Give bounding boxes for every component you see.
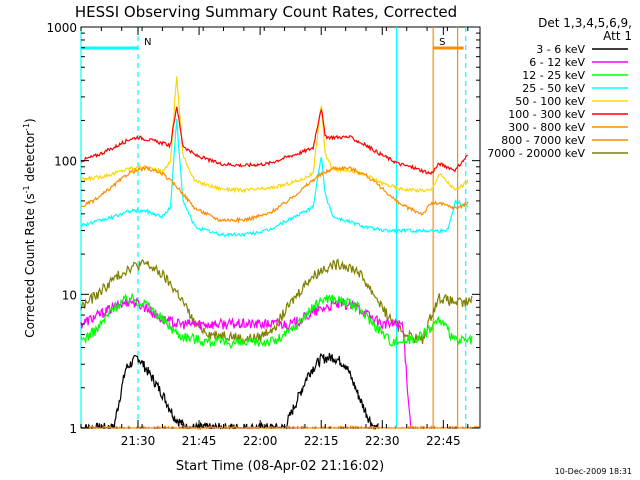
flag-label-S: S	[439, 37, 445, 48]
y-axis-label-main: Corrected Count Rate (s	[23, 193, 37, 337]
series-line-3	[80, 118, 469, 238]
legend-label-2: 12 - 25 keV	[522, 69, 585, 82]
series-line-2	[80, 293, 473, 350]
legend-header-line-2: Att 1	[603, 29, 632, 43]
x-tick-label-4: 22:30	[365, 434, 400, 448]
series-line-8	[80, 258, 473, 345]
axis-ticks: 1 10 100 1000 21:30 21:45 22:00 22:15 22:30 22:45	[46, 21, 480, 448]
y-tick-label-2: 100	[54, 155, 77, 169]
timestamp: 10-Dec-2009 18:31	[555, 467, 632, 476]
y-tick-label-3: 1000	[46, 21, 77, 35]
series-line-4	[80, 76, 469, 194]
legend-label-3: 25 - 50 keV	[522, 82, 585, 95]
x-tick-label-1: 21:45	[182, 434, 217, 448]
series-line-1	[80, 297, 412, 429]
x-tick-label-3: 22:15	[304, 434, 339, 448]
legend-label-5: 100 - 300 keV	[508, 108, 585, 121]
legend-label-7: 800 - 7000 keV	[501, 134, 585, 147]
legend-label-0: 3 - 6 keV	[536, 43, 585, 56]
series-line-5	[80, 106, 468, 176]
y-axis-label: Corrected Count Rate (s-1 detector-1)	[22, 118, 37, 337]
y-axis-label-sup2: -1	[22, 123, 31, 131]
legend-label-6: 300 - 800 keV	[508, 121, 585, 134]
plot-border	[80, 26, 481, 429]
series-layer	[80, 76, 481, 431]
y-axis-label-sup1: -1	[22, 185, 31, 193]
x-tick-label-5: 22:45	[426, 434, 461, 448]
series-line-6	[80, 165, 469, 225]
series-line-0	[80, 352, 379, 431]
x-axis-label: Start Time (08-Apr-02 21:16:02)	[176, 459, 384, 474]
y-tick-label-0: 1	[69, 422, 77, 436]
flag-label-N: N	[144, 37, 151, 48]
legend-header-line-1: Det 1,3,4,5,6,9,	[538, 16, 632, 30]
x-tick-label-2: 22:00	[243, 434, 278, 448]
y-axis-label-mid: detector	[23, 131, 37, 186]
y-axis-label-end: )	[23, 118, 37, 123]
plot-area	[80, 26, 481, 429]
y-tick-label-1: 10	[62, 288, 77, 302]
series-line-7	[81, 425, 481, 430]
legend-label-1: 6 - 12 keV	[529, 56, 585, 69]
chart-title: HESSI Observing Summary Count Rates, Cor…	[75, 3, 457, 21]
legend-label-4: 50 - 100 keV	[515, 95, 585, 108]
legend-label-8: 7000 - 20000 keV	[487, 147, 585, 160]
x-tick-label-0: 21:30	[121, 434, 156, 448]
